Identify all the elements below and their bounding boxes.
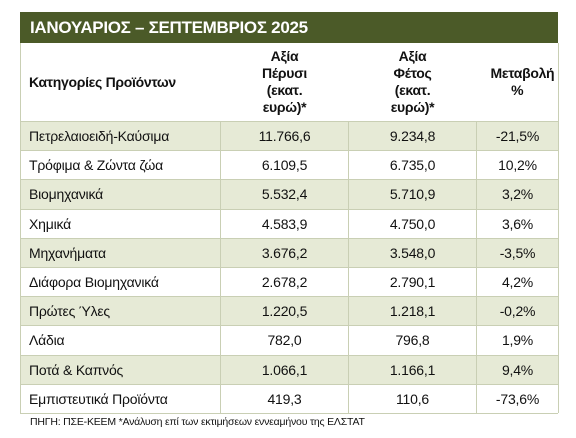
table-row: Πρώτες Ύλες 1.220,5 1.218,1 -0,2% [20,296,559,326]
value-cell: 796,8 [348,325,477,355]
title-bar: ΙΑΝΟΥΑΡΙΟΣ – ΣΕΠΤΕΜΒΡΙΟΣ 2025 [20,12,558,43]
value-cell: 1.220,5 [220,296,349,326]
category-cell: Τρόφιμα & Ζώντα ζώα [20,150,221,180]
value-cell: 110,6 [348,383,477,413]
value-cell: 419,3 [220,383,349,413]
value-cell: 3.548,0 [348,237,477,268]
table-row: Ποτά & Καπνός 1.066,1 1.166,1 9,4% [20,354,559,385]
value-cell: 11.766,6 [220,120,349,151]
category-cell: Εμπιστευτικά Προϊόντα [20,383,221,413]
value-cell: 1.218,1 [348,296,477,326]
value-cell: 3.676,2 [220,237,349,268]
header-row: Κατηγορίες Προϊόντων Αξία Πέρυσι (εκατ. ε… [21,43,559,122]
category-cell: Πετρελαιοειδή-Καύσιμα [20,120,221,151]
value-cell: -3,5% [476,237,559,268]
column-header: Αξία Πέρυσι (εκατ. ευρώ)* [262,48,307,115]
value-cell: 1,9% [476,325,559,355]
column-header: Αξία Φέτος (εκατ. ευρώ)* [390,48,435,115]
value-cell: 4.583,9 [220,208,349,239]
source-note: ΠΗΓΗ: ΠΣΕ-ΚΕΕΜ *Ανάλυση επί των εκτιμήσε… [20,412,558,428]
table-row: Λάδια 782,0 796,8 1,9% [20,325,559,355]
category-cell: Λάδια [20,325,221,355]
value-cell: 10,2% [476,150,559,180]
table-row: Πετρελαιοειδή-Καύσιμα 11.766,6 9.234,8 -21,… [20,120,559,151]
table-row: Μηχανήματα 3.676,2 3.548,0 -3,5% [20,237,559,268]
value-cell: 2.678,2 [220,266,349,297]
value-cell: 4,2% [476,266,559,297]
category-cell: Βιομηχανικά [20,179,221,210]
column-header: Κατηγορίες Προϊόντων [29,73,176,90]
column-header: Μεταβολή % [490,65,555,98]
table-row: Διάφορα Βιομηχανικά 2.678,2 2.790,1 4,2% [20,266,559,297]
category-cell: Πρώτες Ύλες [20,296,221,326]
table-row: Χημικά 4.583,9 4.750,0 3,6% [20,208,559,239]
table-row: Βιομηχανικά 5.532,4 5.710,9 3,2% [20,179,559,210]
category-cell: Μηχανήματα [20,237,221,268]
value-cell: 9.234,8 [348,120,477,151]
value-cell: -0,2% [476,296,559,326]
category-cell: Διάφορα Βιομηχανικά [20,266,221,297]
data-table: Κατηγορίες Προϊόντων Αξία Πέρυσι (εκατ. ε… [20,43,559,413]
value-cell: 4.750,0 [348,208,477,239]
value-cell: 9,4% [476,354,559,385]
category-cell: Ποτά & Καπνός [20,354,221,385]
value-cell: 5.532,4 [220,179,349,210]
value-cell: 2.790,1 [348,266,477,297]
value-cell: -21,5% [476,120,559,151]
value-cell: 3,6% [476,208,559,239]
value-cell: 6.109,5 [220,150,349,180]
table-body: Πετρελαιοειδή-Καύσιμα 11.766,6 9.234,8 -21,… [20,120,559,413]
value-cell: -73,6% [476,383,559,413]
value-cell: 6.735,0 [348,150,477,180]
value-cell: 5.710,9 [348,179,477,210]
table-row: Τρόφιμα & Ζώντα ζώα 6.109,5 6.735,0 10,2% [20,150,559,180]
table-card: ΙΑΝΟΥΑΡΙΟΣ – ΣΕΠΤΕΜΒΡΙΟΣ 2025 Κατηγορίες… [20,12,559,428]
value-cell: 3,2% [476,179,559,210]
table-row: Εμπιστευτικά Προϊόντα 419,3 110,6 -73,6% [20,383,559,413]
value-cell: 782,0 [220,325,349,355]
value-cell: 1.066,1 [220,354,349,385]
value-cell: 1.166,1 [348,354,477,385]
category-cell: Χημικά [20,208,221,239]
